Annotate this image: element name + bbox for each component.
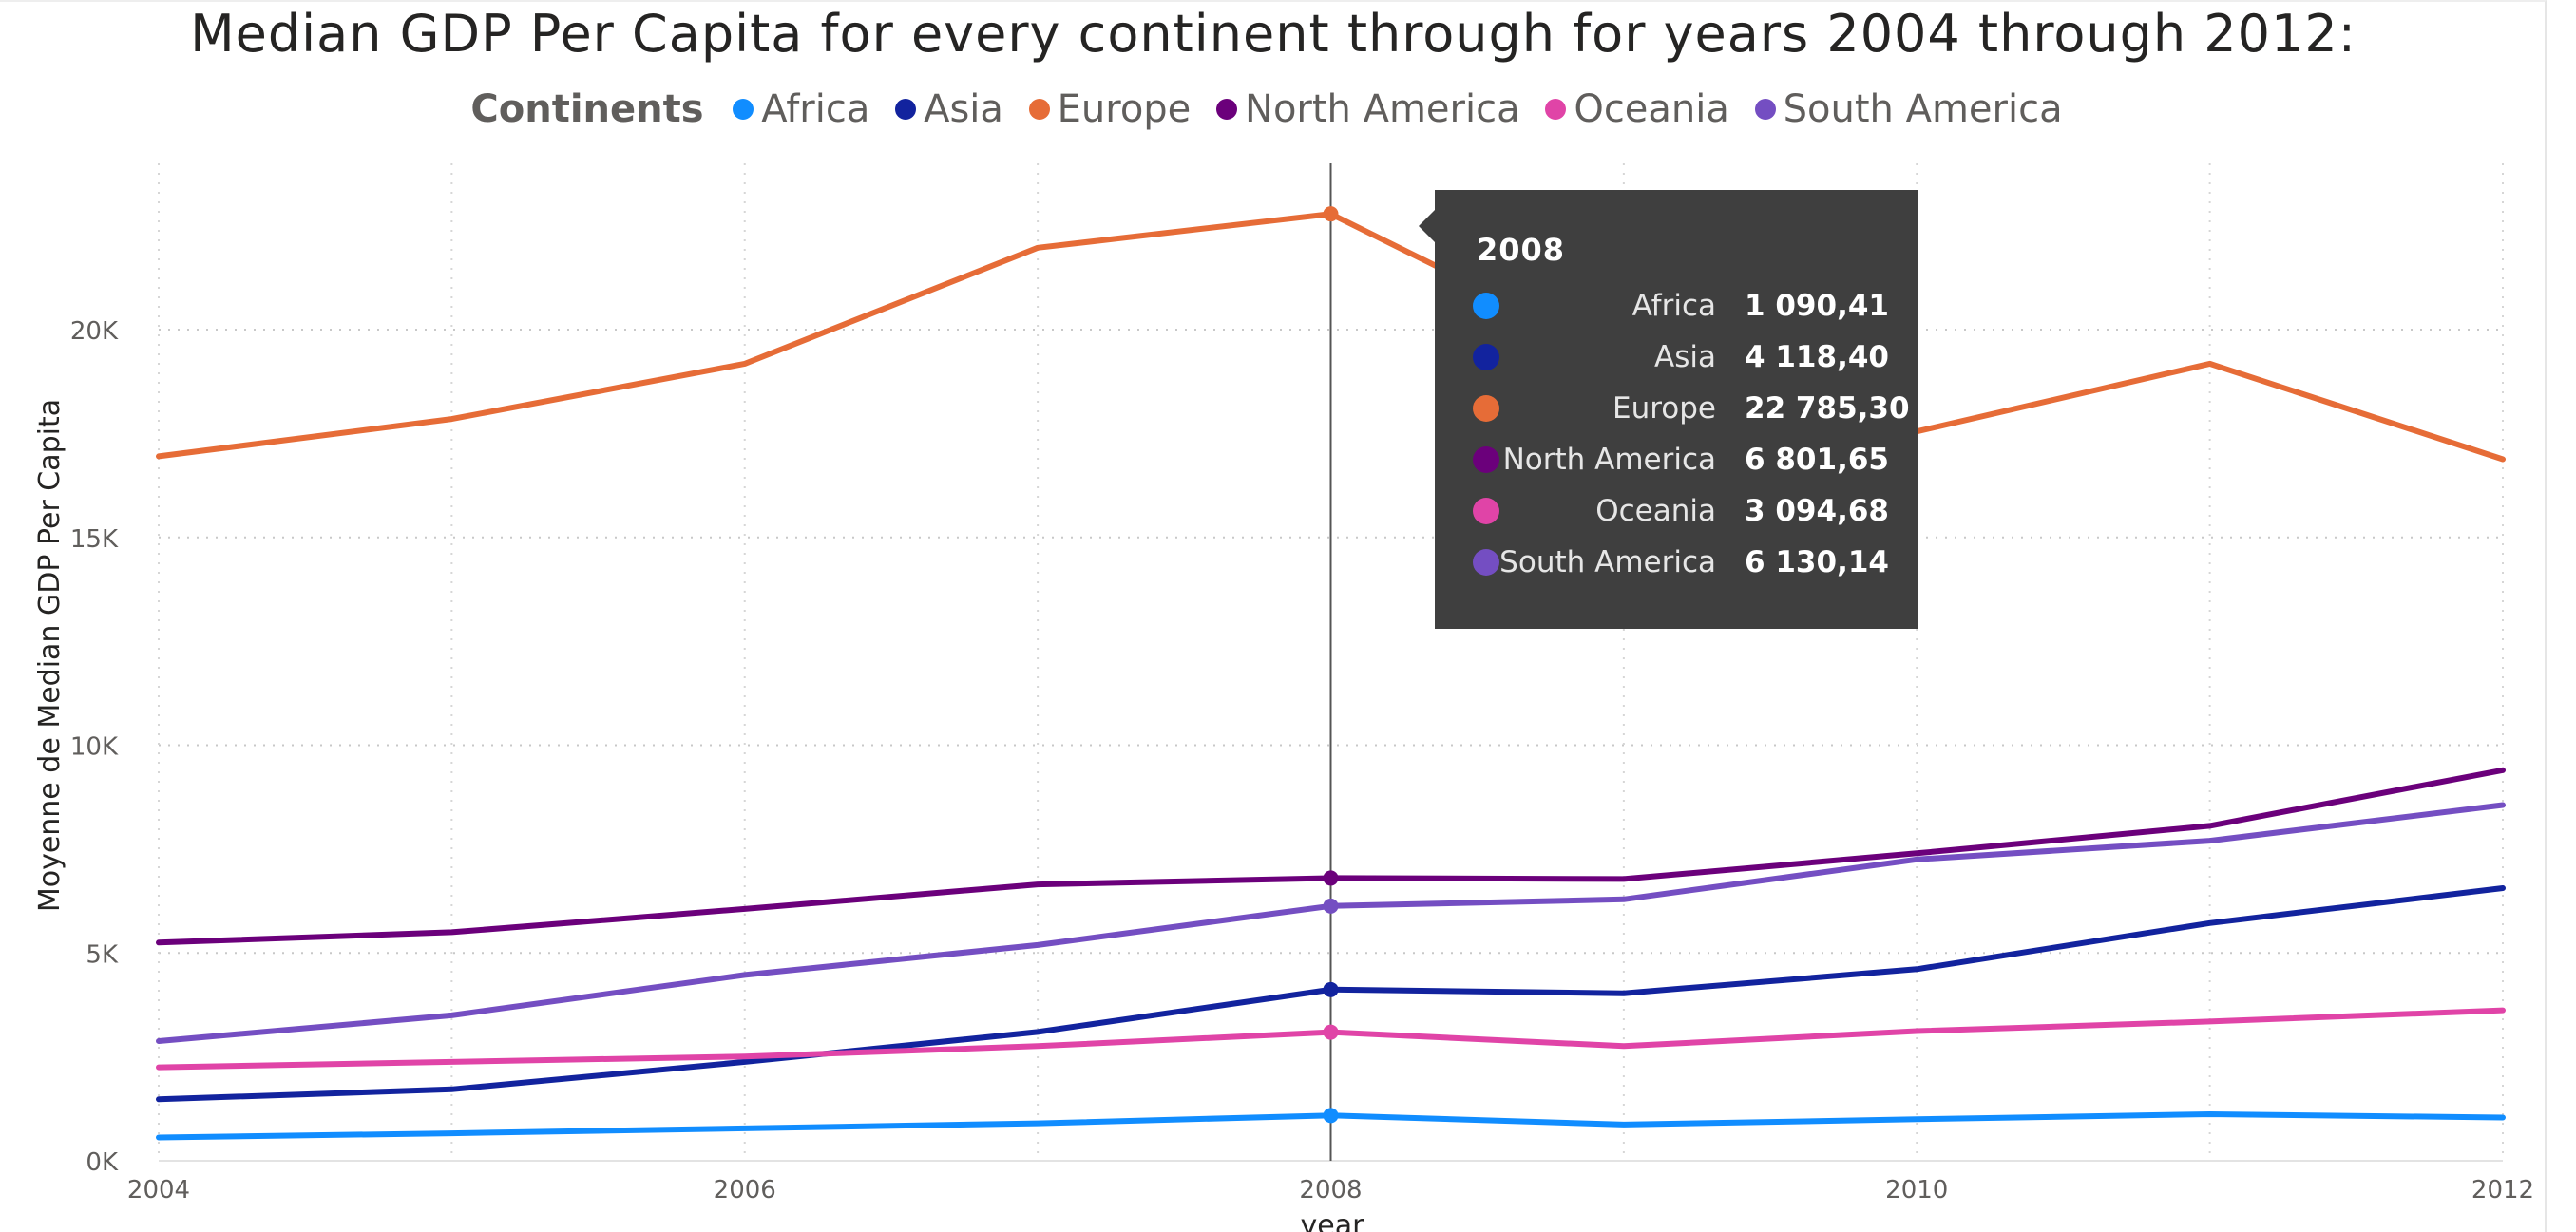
legend-label: Asia — [924, 87, 1003, 131]
tooltip-row-south-america: South America 6 130,14 — [1435, 541, 1918, 593]
legend-dot-icon — [733, 99, 754, 120]
y-axis-title: Moyenne de Median GDP Per Capita — [33, 399, 67, 912]
y-tick-label: 5K — [86, 940, 119, 969]
legend-label: Africa — [761, 87, 870, 131]
y-tick-label: 20K — [70, 317, 119, 346]
legend-label: North America — [1245, 87, 1520, 131]
tooltip-row-asia: Asia 4 118,40 — [1435, 336, 1918, 388]
data-point-europe[interactable] — [1323, 206, 1339, 222]
data-point-north-america[interactable] — [1323, 870, 1339, 886]
tooltip-dot-icon — [1473, 395, 1499, 422]
x-tick-label: 2006 — [714, 1176, 776, 1204]
tooltip-series-name: North America — [1502, 443, 1716, 477]
data-point-south-america[interactable] — [1323, 898, 1339, 914]
tooltip-series-value: 22 785,30 — [1745, 391, 1910, 426]
tooltip-row-africa: Africa 1 090,41 — [1435, 285, 1918, 336]
tooltip-dot-icon — [1473, 344, 1499, 370]
x-tick-label: 2010 — [1885, 1176, 1948, 1204]
tooltip-row-europe: Europe 22 785,30 — [1435, 388, 1918, 439]
tooltip-dot-icon — [1473, 498, 1499, 524]
legend-title: Continents — [470, 87, 704, 131]
tooltip-series-name: South America — [1499, 545, 1716, 579]
x-tick-label: 2004 — [127, 1176, 190, 1204]
y-tick-label: 10K — [70, 733, 119, 762]
tooltip-series-name: Asia — [1654, 340, 1716, 374]
tooltip: 2008 Africa 1 090,41 Asia 4 118,40 Europ… — [1435, 190, 1918, 629]
chart-title: Median GDP Per Capita for every continen… — [190, 4, 2357, 64]
legend-item-oceania[interactable]: Oceania — [1545, 87, 1729, 131]
tooltip-series-value: 3 094,68 — [1745, 494, 1889, 528]
tooltip-dot-icon — [1473, 293, 1499, 319]
tooltip-series-value: 1 090,41 — [1745, 289, 1889, 323]
data-point-asia[interactable] — [1323, 981, 1339, 997]
legend-item-south-america[interactable]: South America — [1754, 87, 2063, 131]
tooltip-dot-icon — [1473, 549, 1499, 576]
legend[interactable]: Continents Africa Asia Europe North Amer… — [0, 87, 2547, 131]
y-tick-label: 0K — [86, 1148, 119, 1177]
tooltip-row-north-america: North America 6 801,65 — [1435, 439, 1918, 490]
x-axis-title: year — [1301, 1209, 1365, 1232]
x-tick-label: 2012 — [2471, 1176, 2534, 1204]
legend-item-africa[interactable]: Africa — [733, 87, 869, 131]
tooltip-year: 2008 — [1477, 232, 1566, 268]
tooltip-series-name: Oceania — [1595, 494, 1716, 528]
legend-label: Oceania — [1574, 87, 1729, 131]
legend-item-north-america[interactable]: North America — [1216, 87, 1520, 131]
legend-dot-icon — [1216, 99, 1238, 120]
legend-item-europe[interactable]: Europe — [1028, 87, 1192, 131]
tooltip-series-value: 4 118,40 — [1745, 340, 1889, 374]
tooltip-pointer — [1419, 209, 1436, 243]
legend-item-asia[interactable]: Asia — [895, 87, 1003, 131]
tooltip-series-value: 6 130,14 — [1745, 545, 1889, 579]
legend-dot-icon — [1754, 99, 1776, 120]
tooltip-series-name: Africa — [1631, 289, 1716, 323]
legend-label: Europe — [1057, 87, 1192, 131]
legend-dot-icon — [1028, 99, 1050, 120]
tooltip-series-name: Europe — [1612, 391, 1716, 426]
legend-label: South America — [1783, 87, 2063, 131]
data-point-oceania[interactable] — [1323, 1024, 1339, 1040]
tooltip-series-value: 6 801,65 — [1745, 443, 1889, 477]
hover-markers[interactable] — [1323, 206, 1339, 1124]
axes: 0K 5K 10K 15K 20K 2004 2006 2008 2010 2012 — [70, 317, 2534, 1204]
data-point-africa[interactable] — [1323, 1108, 1339, 1124]
legend-dot-icon — [1545, 99, 1567, 120]
y-tick-label: 15K — [70, 525, 119, 554]
tooltip-row-oceania: Oceania 3 094,68 — [1435, 490, 1918, 541]
legend-dot-icon — [895, 99, 917, 120]
x-tick-label: 2008 — [1299, 1176, 1362, 1204]
tooltip-dot-icon — [1473, 446, 1499, 473]
